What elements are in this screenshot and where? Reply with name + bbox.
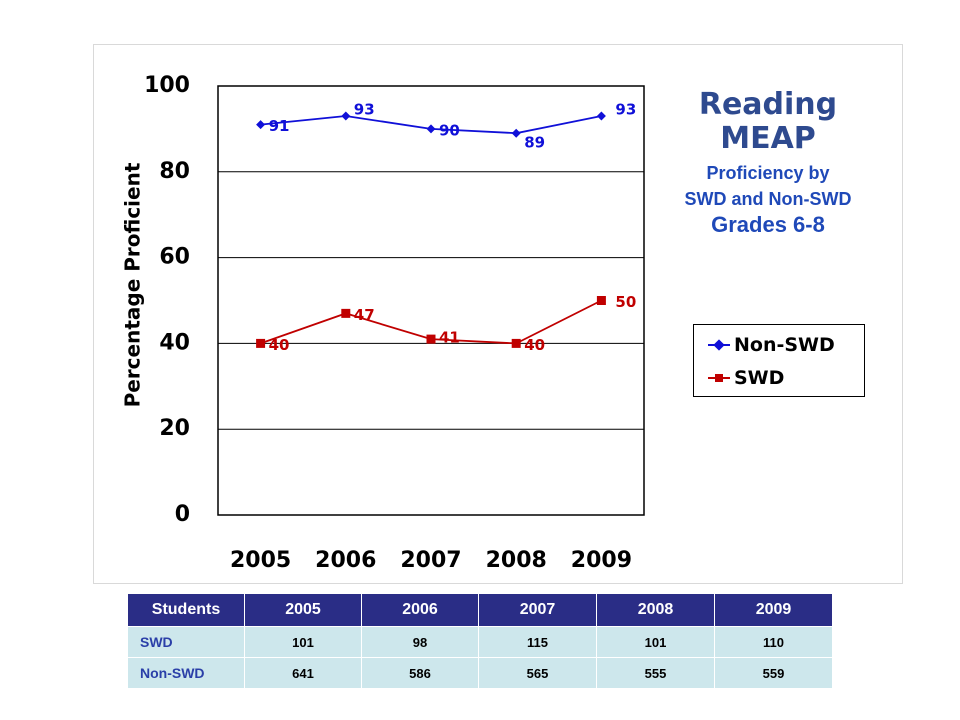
legend-item-swd: SWD: [708, 365, 784, 391]
plot-area-border: [217, 85, 645, 516]
data-point-swd: [511, 338, 521, 348]
table-row-swd: SWD 101 98 115 101 110: [127, 626, 833, 658]
legend-item-non-swd: Non-SWD: [708, 332, 835, 358]
data-point-swd: [426, 334, 436, 344]
table-header-cell: 2007: [478, 593, 597, 627]
table-cell: 101: [596, 626, 715, 658]
students-table: Students 2005 2006 2007 2008 2009 SWD 10…: [127, 593, 833, 689]
table-header-cell: 2005: [244, 593, 362, 627]
line-chart: 0 20 40 60 80 100 2005 2006 2007 2008 2009 91 93 90 8…: [121, 73, 645, 573]
data-point-non-swd: [511, 128, 521, 138]
legend-label-non-swd: Non-SWD: [734, 334, 835, 356]
table-header-cell: 2006: [361, 593, 479, 627]
x-tick-label: 2006: [315, 548, 376, 573]
table-cell: 98: [361, 626, 479, 658]
data-point-non-swd: [256, 120, 266, 130]
table-cell: 555: [596, 657, 715, 689]
table-header-cell: Students: [127, 593, 245, 627]
table-cell: 586: [361, 657, 479, 689]
table-cell: 565: [478, 657, 597, 689]
chart-title-line-1: Reading: [698, 87, 838, 122]
chart-subtitle-line-1: Proficiency by: [706, 163, 830, 183]
table-cell: 115: [478, 626, 597, 658]
table-cell: 110: [714, 626, 833, 658]
data-label-non-swd: 89: [524, 134, 545, 152]
data-label-non-swd: 91: [269, 117, 290, 135]
x-tick-label: 2009: [571, 548, 632, 573]
y-tick-label: 100: [144, 73, 190, 98]
table-header-row: Students 2005 2006 2007 2008 2009: [127, 593, 833, 627]
chart-legend: Non-SWD SWD: [693, 324, 865, 397]
table-row-label: Non-SWD: [127, 657, 245, 689]
table-header-cell: 2009: [714, 593, 833, 627]
y-tick-label: 60: [159, 245, 190, 270]
data-label-non-swd: 90: [439, 121, 460, 139]
y-tick-label: 0: [175, 502, 190, 527]
y-tick-label: 80: [159, 159, 190, 184]
chart-title-line-2: MEAP: [720, 121, 816, 156]
table-cell: 101: [244, 626, 362, 658]
legend-swatch-non-swd: [708, 335, 730, 355]
y-tick-label: 40: [159, 330, 190, 355]
data-point-non-swd: [426, 124, 436, 134]
data-label-swd: 40: [524, 336, 545, 354]
data-point-non-swd: [596, 111, 606, 121]
legend-label-swd: SWD: [734, 367, 785, 389]
table-row-label: SWD: [127, 626, 245, 658]
x-tick-label: 2008: [486, 548, 547, 573]
data-label-swd: 40: [269, 336, 290, 354]
data-label-non-swd: 93: [354, 101, 375, 119]
data-label-swd: 50: [615, 293, 636, 311]
table-header-cell: 2008: [596, 593, 715, 627]
data-point-swd: [596, 296, 606, 305]
data-label-swd: 47: [354, 306, 375, 324]
table-cell: 559: [714, 657, 833, 689]
data-label-non-swd: 93: [615, 101, 636, 119]
chart-subtitle-line-2: SWD and Non-SWD: [684, 189, 852, 209]
chart-grade-label: Grades 6-8: [711, 212, 825, 237]
table-cell: 641: [244, 657, 362, 689]
chart-area: 0 20 40 60 80 100 2005 2006 2007 2008 2009 91 93 90 8…: [93, 44, 903, 584]
data-point-swd: [256, 338, 266, 348]
data-point-swd: [341, 308, 351, 318]
legend-swatch-swd: [708, 368, 730, 388]
x-tick-label: 2005: [230, 548, 291, 573]
data-label-swd: 41: [439, 329, 460, 347]
y-axis-title: Percentage Proficient: [121, 162, 145, 407]
table-row-non-swd: Non-SWD 641 586 565 555 559: [127, 657, 833, 689]
chart-title-block: Reading MEAP Proficiency by SWD and Non-…: [648, 88, 888, 238]
data-point-non-swd: [341, 111, 351, 121]
y-tick-label: 20: [159, 416, 190, 441]
x-tick-label: 2007: [400, 548, 461, 573]
